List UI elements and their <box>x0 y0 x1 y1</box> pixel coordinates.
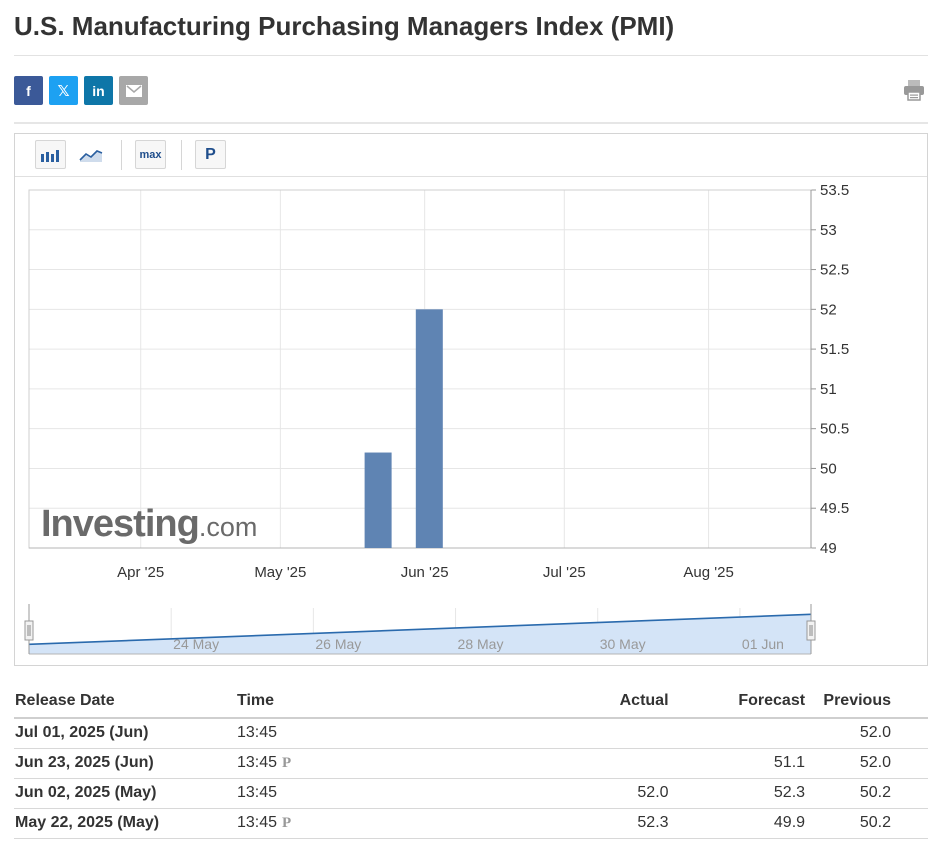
y-tick-label: 52 <box>820 301 837 318</box>
navigator-right-handle[interactable] <box>806 620 816 641</box>
header-previous[interactable]: Previous <box>806 685 928 719</box>
max-label: max <box>139 148 162 161</box>
title-divider <box>14 55 928 56</box>
previous-cell: 52.0 <box>806 718 928 749</box>
forecast-cell <box>669 718 807 749</box>
table-row: May 22, 2025 (May) 13:45 P 52.3 49.9 50.2 <box>14 808 928 839</box>
actual-cell <box>444 718 670 749</box>
y-tick-label: 52.5 <box>820 262 849 279</box>
chart-toolbar: max P <box>15 134 927 177</box>
line-chart-button[interactable] <box>75 140 106 169</box>
y-tick-label: 53.5 <box>820 182 849 199</box>
x-tick-label: Apr '25 <box>117 564 164 581</box>
time-value: 13:45 <box>236 784 278 801</box>
time-cell: 13:45 P <box>235 808 445 839</box>
pmi-bar <box>415 309 443 548</box>
actual-cell <box>444 748 670 779</box>
time-cell: 13:45 P <box>235 748 445 779</box>
header-release-date[interactable]: Release Date <box>14 685 236 719</box>
y-tick-label: 51.5 <box>820 341 849 358</box>
navigator-left-handle[interactable] <box>24 620 34 641</box>
investing-watermark: Investing.com <box>41 503 257 545</box>
pmi-bar <box>364 452 392 548</box>
navigator-label: 01 Jun <box>742 636 784 652</box>
share-divider <box>14 122 928 124</box>
preliminary-label: P <box>205 145 216 163</box>
printer-icon <box>904 80 924 101</box>
table-row: Jun 02, 2025 (May) 13:45 52.0 52.3 50.2 <box>14 778 928 809</box>
navigator-area <box>29 614 811 654</box>
y-tick-label: 49.5 <box>820 500 849 517</box>
navigator-line <box>28 613 812 646</box>
navigator-label: 26 May <box>315 636 361 652</box>
x-tick-label: Jun '25 <box>401 564 449 581</box>
twitter-x-icon: 𝕏 <box>57 82 70 100</box>
navigator-label: 24 May <box>173 636 219 652</box>
y-tick-label: 53 <box>820 222 837 239</box>
y-tick-label: 50 <box>820 460 837 477</box>
line-chart-icon <box>78 149 102 162</box>
linkedin-icon: in <box>92 82 105 99</box>
facebook-icon: f <box>26 82 31 99</box>
share-bar: f 𝕏 in <box>14 76 148 105</box>
y-tick-label: 51 <box>820 381 837 398</box>
bar-chart-button[interactable] <box>35 140 66 169</box>
preliminary-toggle-button[interactable]: P <box>195 140 226 169</box>
release-date-cell: May 22, 2025 (May) <box>14 808 236 839</box>
release-date-cell: Jun 02, 2025 (May) <box>14 778 236 809</box>
pmi-bar-chart: 49 49.5 50 50.5 51 51.5 52 52.5 53 53.5 Apr '25 May… <box>24 182 849 655</box>
actual-cell: 52.0 <box>444 778 670 809</box>
y-tick-label: 50.5 <box>820 421 849 438</box>
release-date-cell: Jul 01, 2025 (Jun) <box>14 718 236 749</box>
chart-container: max P 49 49.5 50 50.5 51 51.5 52 52.5 53 53.5 Apr … <box>14 133 928 666</box>
previous-cell: 50.2 <box>806 778 928 809</box>
navigator-label: 30 May <box>600 636 646 652</box>
print-button[interactable] <box>903 79 925 106</box>
time-cell: 13:45 <box>235 718 445 749</box>
time-value: 13:45 <box>236 724 278 742</box>
toolbar-separator <box>181 140 182 170</box>
email-share-button[interactable] <box>119 76 148 105</box>
release-history-table: Release Date Time Actual Forecast Previo… <box>14 685 928 839</box>
toolbar-separator <box>121 140 122 170</box>
bar-chart-icon <box>40 149 59 162</box>
header-forecast[interactable]: Forecast <box>669 685 807 719</box>
header-time[interactable]: Time <box>235 685 445 719</box>
x-tick-label: Aug '25 <box>683 564 733 581</box>
release-date-cell: Jun 23, 2025 (Jun) <box>14 748 236 779</box>
forecast-cell: 52.3 <box>669 778 807 809</box>
time-cell: 13:45 <box>235 778 445 809</box>
y-tick-label: 49 <box>820 540 837 557</box>
facebook-share-button[interactable]: f <box>14 76 43 105</box>
twitter-share-button[interactable]: 𝕏 <box>49 76 78 105</box>
navigator-label: 28 May <box>458 636 504 652</box>
table-row: Jun 23, 2025 (Jun) 13:45 P 51.1 52.0 <box>14 748 928 779</box>
page-title: U.S. Manufacturing Purchasing Managers I… <box>14 11 675 41</box>
linkedin-share-button[interactable]: in <box>84 76 113 105</box>
x-tick-label: Jul '25 <box>543 564 586 581</box>
x-tick-label: May '25 <box>254 564 306 581</box>
header-actual[interactable]: Actual <box>444 685 670 719</box>
envelope-icon <box>125 84 142 97</box>
forecast-cell: 51.1 <box>669 748 807 779</box>
time-value: 13:45 <box>236 754 278 771</box>
previous-cell: 50.2 <box>806 808 928 839</box>
preliminary-icon: P <box>282 755 292 771</box>
table-header-row: Release Date Time Actual Forecast Previo… <box>14 685 928 719</box>
preliminary-icon: P <box>282 815 292 831</box>
time-value: 13:45 <box>236 814 278 831</box>
forecast-cell: 49.9 <box>669 808 807 839</box>
table-row: Jul 01, 2025 (Jun) 13:45 52.0 <box>14 718 928 749</box>
actual-cell: 52.3 <box>444 808 670 839</box>
max-range-button[interactable]: max <box>135 140 166 169</box>
previous-cell: 52.0 <box>806 748 928 779</box>
